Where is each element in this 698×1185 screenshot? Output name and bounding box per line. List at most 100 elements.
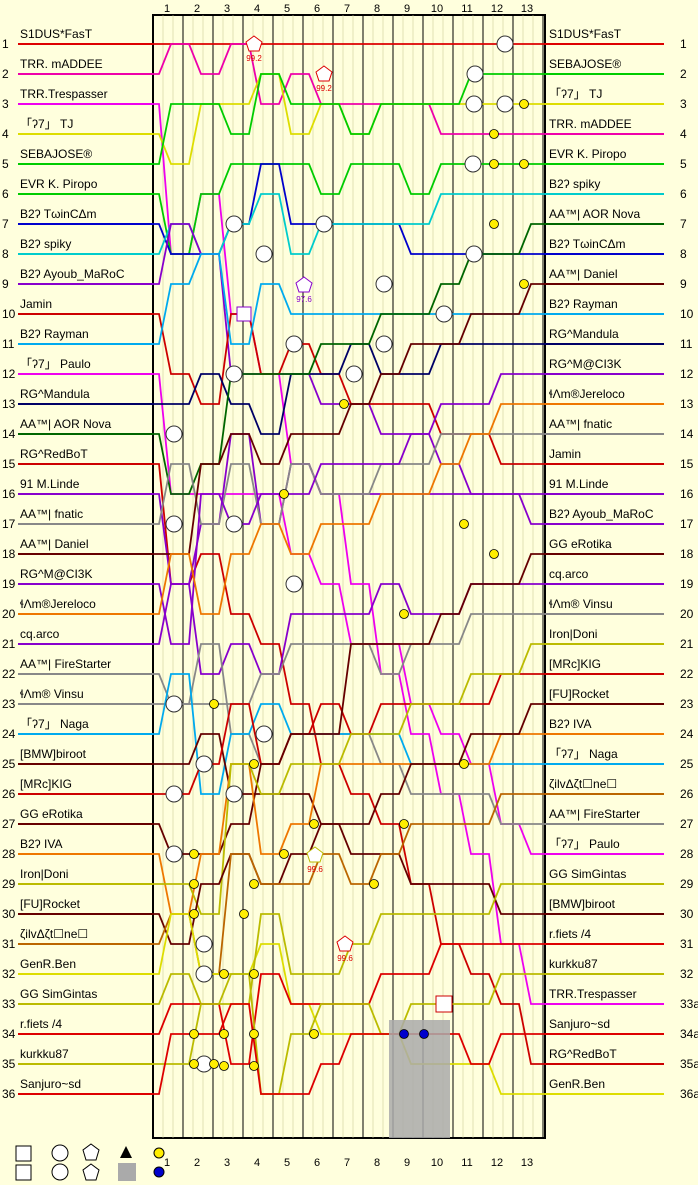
driver-finish: B2ʔ Ayoub_MaRoC	[549, 507, 654, 521]
position-right: 25	[680, 757, 694, 771]
lap-label-bottom: 5	[284, 1157, 290, 1169]
position-right: 22	[680, 667, 694, 681]
driver-start: AA™| FireStarter	[20, 657, 111, 671]
legend-grey-box	[118, 1163, 136, 1181]
driver-finish: S1DUS*FasT	[549, 27, 622, 41]
driver-start: Jamin	[20, 297, 52, 311]
position-left: 24	[2, 727, 16, 741]
position-right: 27	[680, 817, 694, 831]
driver-start: SEBAJOSE®	[20, 147, 92, 161]
position-right: 15	[680, 457, 694, 471]
position-right: 6	[680, 187, 687, 201]
position-left: 18	[2, 547, 16, 561]
driver-start: ɬɅm®Jereloco	[20, 597, 96, 611]
position-right: 14	[680, 427, 694, 441]
position-circle-marker	[285, 575, 303, 593]
driver-start: EVR K. Piropo	[20, 177, 98, 191]
driver-finish: RG^Mandula	[549, 327, 619, 341]
yellow-event-dot	[399, 819, 409, 829]
driver-finish: TRR.Trespasser	[549, 987, 637, 1001]
pentagon-marker	[245, 35, 263, 52]
lap-label-bottom: 4	[254, 1157, 260, 1169]
position-right: 13	[680, 397, 694, 411]
position-right: 21	[680, 637, 694, 651]
position-right: 31	[680, 937, 694, 951]
square-marker	[236, 306, 252, 322]
position-circle-marker	[496, 95, 514, 113]
driver-start: ɬɅm® Vinsu	[20, 687, 84, 701]
position-right: 33a	[680, 997, 698, 1011]
driver-finish: B2ʔ IVA	[549, 717, 591, 731]
blue-event-dot	[419, 1029, 429, 1039]
yellow-event-dot	[489, 549, 499, 559]
position-circle-marker	[464, 155, 482, 173]
driver-finish: GG SimGintas	[549, 867, 626, 881]
position-right: 10	[680, 307, 694, 321]
lap-label-bottom: 2	[194, 1157, 200, 1169]
driver-start: 「ʔ7」 Paulo	[20, 357, 91, 371]
position-left: 12	[2, 367, 16, 381]
driver-start: RG^RedBoT	[20, 447, 88, 461]
position-circle-marker	[465, 95, 483, 113]
lap-label-bottom: 10	[431, 1157, 443, 1169]
yellow-event-dot	[309, 1029, 319, 1039]
position-left: 8	[2, 247, 9, 261]
driver-position-line	[153, 973, 545, 1095]
position-left: 28	[2, 847, 16, 861]
yellow-event-dot	[209, 1059, 219, 1069]
position-circle-marker	[225, 365, 243, 383]
position-left: 19	[2, 577, 16, 591]
driver-start: AA™| Daniel	[20, 537, 88, 551]
driver-finish: 「ʔ7」 Paulo	[549, 837, 620, 851]
position-left: 13	[2, 397, 16, 411]
driver-start: [FU]Rocket	[20, 897, 81, 911]
driver-position-line	[153, 733, 545, 915]
lap-label-bottom: 1	[164, 1157, 170, 1169]
lap-label-bottom: 12	[491, 1157, 503, 1169]
position-circle-marker	[225, 515, 243, 533]
position-right: 19	[680, 577, 694, 591]
position-left: 15	[2, 457, 16, 471]
driver-finish: B2ʔ spiky	[549, 177, 600, 191]
position-left: 27	[2, 817, 16, 831]
driver-finish: B2ʔ TωinCΔm	[549, 237, 626, 251]
position-left: 36	[2, 1087, 16, 1101]
lap-label-bottom: 6	[314, 1157, 320, 1169]
position-right: 8	[680, 247, 687, 261]
yellow-event-dot	[219, 1029, 229, 1039]
yellow-event-dot	[249, 759, 259, 769]
position-left: 33	[2, 997, 16, 1011]
position-left: 6	[2, 187, 9, 201]
yellow-event-dot	[519, 279, 529, 289]
driver-start: Iron|Doni	[20, 867, 68, 881]
position-circle-marker	[435, 305, 453, 323]
driver-start: GG SimGintas	[20, 987, 97, 1001]
driver-finish: kurkku87	[549, 957, 598, 971]
driver-start: kurkku87	[20, 1047, 69, 1061]
legend-pentagon-2	[82, 1163, 100, 1181]
legend-triangle	[120, 1146, 132, 1158]
driver-start: [MRc]KIG	[20, 777, 72, 791]
position-left: 22	[2, 667, 16, 681]
driver-finish: 「ʔ7」 Naga	[549, 747, 618, 761]
yellow-event-dot	[519, 99, 529, 109]
driver-start: Sanjuro~sd	[20, 1077, 81, 1091]
driver-finish: cq.arco	[549, 567, 589, 581]
position-right: 34a	[680, 1027, 698, 1041]
driver-position-line	[153, 343, 545, 435]
driver-start: S1DUS*FasT	[20, 27, 93, 41]
position-circle-marker	[466, 65, 484, 83]
yellow-event-dot	[239, 909, 249, 919]
driver-position-line	[153, 733, 545, 915]
yellow-event-dot	[249, 969, 259, 979]
yellow-event-dot	[459, 519, 469, 529]
lap-label-bottom: 8	[374, 1157, 380, 1169]
driver-start: [BMW]biroot	[20, 747, 87, 761]
driver-start: AA™| AOR Nova	[20, 417, 111, 431]
position-circle-marker	[165, 515, 183, 533]
driver-finish: TRR. mADDEE	[549, 117, 632, 131]
position-right: 20	[680, 607, 694, 621]
lap-label-bottom: 9	[404, 1157, 410, 1169]
yellow-event-dot	[369, 879, 379, 889]
position-left: 23	[2, 697, 16, 711]
